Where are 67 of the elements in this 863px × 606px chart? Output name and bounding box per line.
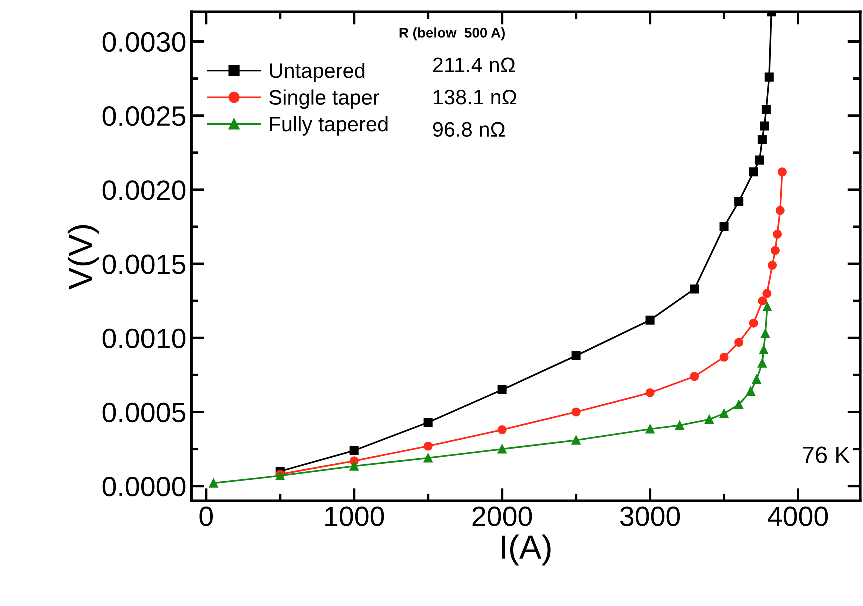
point — [720, 222, 729, 232]
point — [776, 206, 785, 216]
x-tick-label: 0 — [200, 506, 214, 526]
point — [755, 156, 764, 165]
legend-label: Fully tapered — [270, 116, 388, 136]
point — [768, 261, 778, 270]
point — [498, 426, 507, 435]
point — [704, 415, 714, 424]
point — [758, 358, 767, 368]
point — [749, 318, 758, 328]
y-tick-label: 0.0015 — [102, 254, 186, 274]
annotation: 76 K — [803, 446, 850, 464]
annotation: 211.4 nΩ — [433, 58, 516, 72]
y-tick-label: 0.0005 — [102, 402, 186, 423]
point — [350, 462, 359, 471]
x-tick-label: 3000 — [620, 506, 680, 526]
point — [770, 246, 780, 256]
point — [778, 168, 787, 177]
point — [762, 289, 772, 298]
x-axis-title: I(A) — [502, 534, 551, 566]
point — [424, 442, 433, 451]
point — [764, 72, 774, 82]
point — [572, 351, 581, 360]
y-tick-label: 0.0025 — [102, 106, 186, 126]
point — [773, 230, 782, 239]
point — [759, 345, 768, 355]
y-tick-label: 0.0030 — [102, 32, 186, 52]
x-tick-label: 2000 — [472, 506, 532, 526]
y-tick-label: 0.0000 — [102, 477, 186, 497]
point — [762, 302, 772, 312]
point — [690, 284, 700, 294]
point — [734, 338, 744, 348]
point — [752, 375, 762, 384]
point — [720, 409, 729, 418]
point — [646, 316, 655, 325]
annotation: R (below 500 A) — [400, 28, 505, 41]
point — [720, 352, 729, 362]
point — [761, 329, 770, 338]
point — [675, 421, 684, 430]
point — [758, 135, 767, 144]
y-tick-label: 0.0010 — [102, 328, 186, 348]
point — [209, 478, 218, 488]
point — [762, 105, 771, 114]
annotation: 138.1 nΩ — [434, 90, 517, 105]
point — [424, 454, 433, 463]
point — [572, 408, 581, 417]
point — [734, 400, 744, 410]
point — [758, 296, 768, 306]
point — [646, 388, 655, 398]
point — [734, 197, 744, 206]
point — [498, 386, 507, 395]
point — [749, 168, 758, 177]
point — [498, 444, 507, 454]
legend-label: Single taper — [270, 90, 380, 110]
point — [760, 122, 770, 131]
legend-label: Untapered — [270, 63, 365, 82]
point — [350, 446, 359, 456]
y-axis-title: V(V) — [68, 225, 99, 290]
point — [746, 386, 756, 396]
point — [690, 372, 700, 382]
point — [646, 424, 655, 434]
x-tick-label: 1000 — [326, 506, 384, 526]
annotation: 96.8 nΩ — [433, 122, 505, 138]
x-tick-label: 4000 — [768, 506, 828, 526]
point — [424, 418, 433, 428]
y-tick-label: 0.0020 — [102, 180, 186, 200]
point — [572, 436, 581, 445]
